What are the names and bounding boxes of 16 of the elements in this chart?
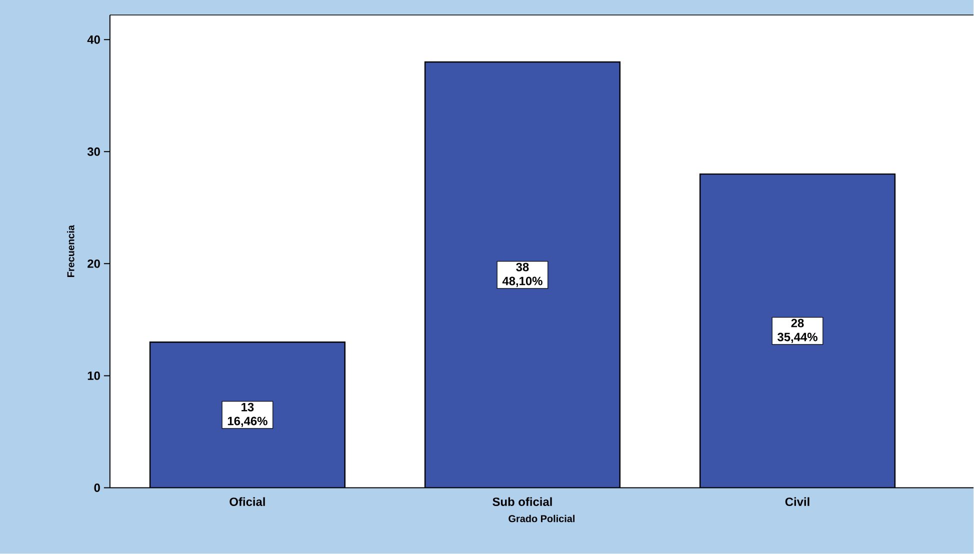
y-tick-label: 40 [87, 36, 100, 44]
y-tick-label: 20 [88, 260, 100, 268]
bar [424, 62, 621, 488]
x-axis-title: Grado Policial [508, 515, 574, 522]
x-tick-label: Oficial [230, 497, 265, 506]
y-tick-label: 10 [88, 372, 100, 380]
y-tick-label: 30 [87, 148, 100, 156]
y-tick-label: 0 [94, 484, 100, 492]
bar [149, 342, 346, 488]
data-label: 38 48,10% [502, 262, 542, 288]
x-tick-label: Civil [785, 497, 810, 506]
bar [699, 174, 896, 488]
data-label: 28 35,44% [778, 318, 818, 344]
x-tick-label: Sub oficial [492, 497, 552, 506]
data-label: 13 16,46% [228, 402, 268, 428]
y-axis-title: Frecuencia [66, 225, 74, 278]
